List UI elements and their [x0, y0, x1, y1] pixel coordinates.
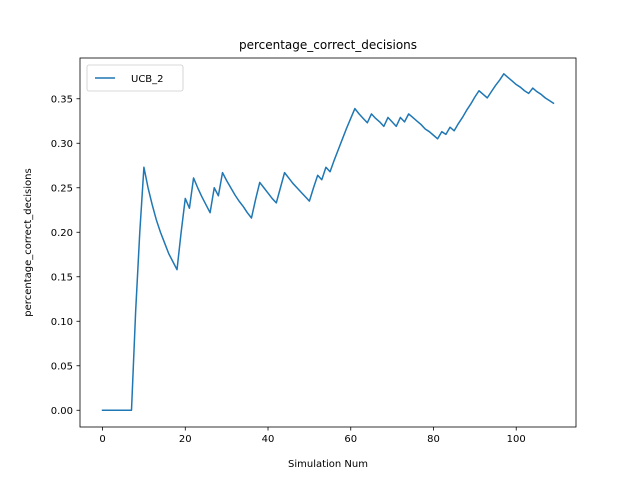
- legend: UCB_2: [86, 64, 184, 92]
- series-line-ucb-2: [101, 73, 555, 412]
- x-axis-label: Simulation Num: [288, 459, 368, 470]
- y-tick-label: 0.25: [51, 183, 73, 194]
- x-tick-label: 80: [427, 434, 440, 445]
- x-axis-ticks: 0 20 40 60 80 100: [99, 427, 526, 445]
- x-tick-label: 0: [99, 434, 105, 445]
- x-tick-label: 20: [179, 434, 192, 445]
- y-tick-label: 0.15: [51, 272, 73, 283]
- legend-label-ucb-2: UCB_2: [131, 74, 164, 85]
- y-tick-label: 0.10: [51, 317, 73, 328]
- y-tick-label: 0.35: [51, 94, 73, 105]
- y-tick-label: 0.20: [51, 228, 73, 239]
- legend-frame: [86, 64, 184, 92]
- y-axis-label: percentage_correct_decisions: [23, 168, 34, 316]
- x-tick-label: 60: [344, 434, 357, 445]
- y-tick-label: 0.30: [51, 139, 73, 150]
- plot-area: [80, 58, 576, 427]
- plot-frame: [79, 57, 577, 428]
- x-tick-label: 40: [262, 434, 275, 445]
- y-tick-label: 0.00: [51, 406, 73, 417]
- y-axis-ticks: 0.00 0.05 0.10 0.15 0.20 0.25 0.30 0.35: [51, 94, 80, 417]
- y-tick-label: 0.05: [51, 361, 73, 372]
- x-tick-label: 100: [507, 434, 526, 445]
- chart-title: percentage_correct_decisions: [239, 38, 417, 52]
